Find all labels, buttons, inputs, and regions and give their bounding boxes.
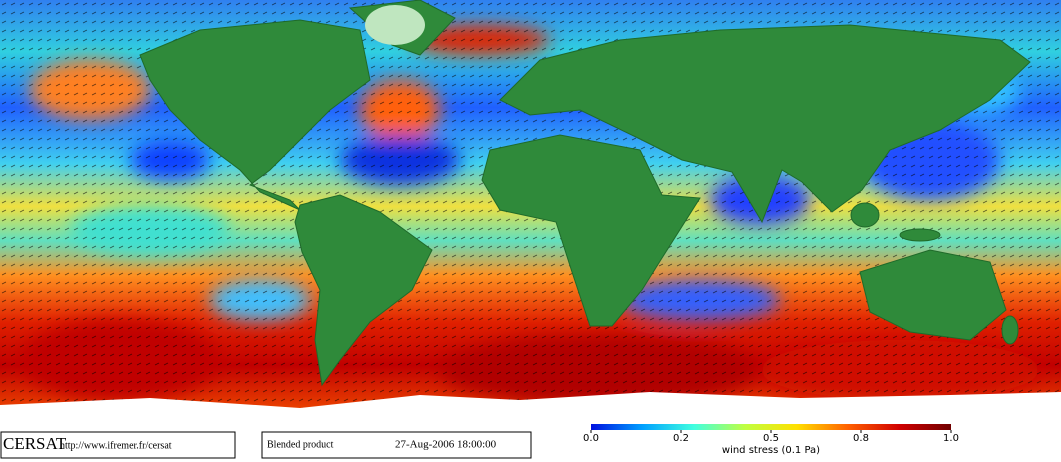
colorbar-tick-label: 1.0 [943,433,959,444]
colorbar-tick-label: 0.2 [673,433,689,444]
product: Blended product [267,439,334,450]
colorbar-label: wind stress (0.1 Pa) [722,445,820,456]
logo-box [0,431,236,459]
url: http://www.ifremer.fr/cersat [60,440,172,451]
date: 27-Aug-2006 18:00:00 [395,439,497,451]
antarctica [0,392,1061,430]
logo: CERSAT [3,434,67,453]
land [139,0,1031,387]
info-box [261,431,532,459]
colorbar-tick-label: 0.8 [853,433,869,444]
ice [365,5,425,45]
colorbar [591,424,951,430]
colorbar-tick-label: 0.5 [763,433,779,444]
colorbar-tick-label: 0.0 [583,433,599,444]
